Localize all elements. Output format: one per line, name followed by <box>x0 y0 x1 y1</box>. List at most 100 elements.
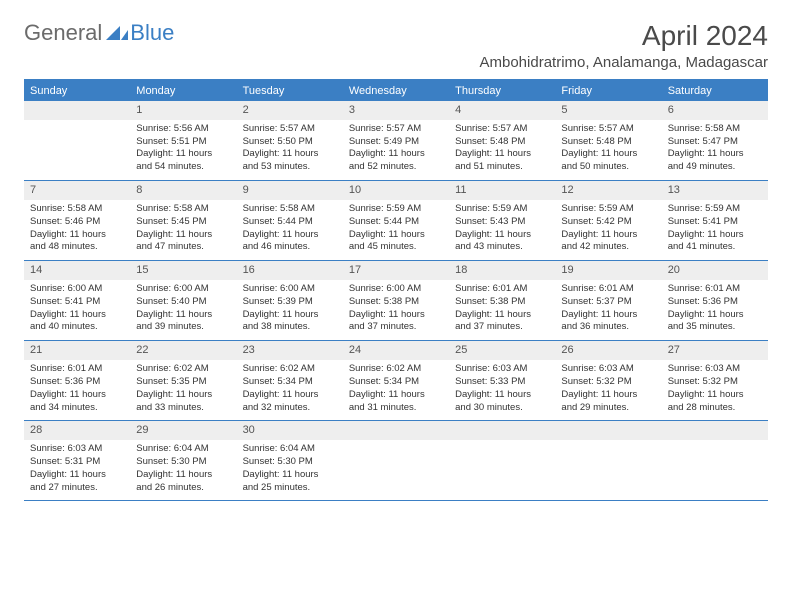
day-header: Wednesday <box>343 81 449 101</box>
day-number: 25 <box>449 341 555 360</box>
day-number <box>555 421 661 440</box>
day-header: Friday <box>555 81 661 101</box>
day-number: 21 <box>24 341 130 360</box>
day-cell: 7Sunrise: 5:58 AMSunset: 5:46 PMDaylight… <box>24 181 130 260</box>
week-row: 1Sunrise: 5:56 AMSunset: 5:51 PMDaylight… <box>24 101 768 181</box>
day-number: 4 <box>449 101 555 120</box>
day-cell: 9Sunrise: 5:58 AMSunset: 5:44 PMDaylight… <box>237 181 343 260</box>
day-cell: 29Sunrise: 6:04 AMSunset: 5:30 PMDayligh… <box>130 421 236 500</box>
day-number <box>24 101 130 120</box>
day-cell: 24Sunrise: 6:02 AMSunset: 5:34 PMDayligh… <box>343 341 449 420</box>
day-cell: 16Sunrise: 6:00 AMSunset: 5:39 PMDayligh… <box>237 261 343 340</box>
day-content: Sunrise: 5:59 AMSunset: 5:44 PMDaylight:… <box>343 200 449 260</box>
day-cell: 1Sunrise: 5:56 AMSunset: 5:51 PMDaylight… <box>130 101 236 180</box>
day-content: Sunrise: 6:04 AMSunset: 5:30 PMDaylight:… <box>130 440 236 500</box>
day-cell: 18Sunrise: 6:01 AMSunset: 5:38 PMDayligh… <box>449 261 555 340</box>
day-cell: 14Sunrise: 6:00 AMSunset: 5:41 PMDayligh… <box>24 261 130 340</box>
day-cell: 13Sunrise: 5:59 AMSunset: 5:41 PMDayligh… <box>662 181 768 260</box>
day-number: 6 <box>662 101 768 120</box>
day-content: Sunrise: 6:02 AMSunset: 5:34 PMDaylight:… <box>343 360 449 420</box>
day-number: 30 <box>237 421 343 440</box>
day-cell <box>343 421 449 500</box>
day-content: Sunrise: 6:02 AMSunset: 5:34 PMDaylight:… <box>237 360 343 420</box>
day-content: Sunrise: 6:00 AMSunset: 5:41 PMDaylight:… <box>24 280 130 340</box>
day-content: Sunrise: 5:58 AMSunset: 5:44 PMDaylight:… <box>237 200 343 260</box>
day-header: Sunday <box>24 81 130 101</box>
day-content: Sunrise: 5:57 AMSunset: 5:49 PMDaylight:… <box>343 120 449 180</box>
day-content: Sunrise: 6:01 AMSunset: 5:36 PMDaylight:… <box>24 360 130 420</box>
day-content: Sunrise: 6:02 AMSunset: 5:35 PMDaylight:… <box>130 360 236 420</box>
day-content: Sunrise: 6:01 AMSunset: 5:38 PMDaylight:… <box>449 280 555 340</box>
day-number: 15 <box>130 261 236 280</box>
day-number <box>662 421 768 440</box>
day-cell: 19Sunrise: 6:01 AMSunset: 5:37 PMDayligh… <box>555 261 661 340</box>
month-title: April 2024 <box>480 20 769 52</box>
day-content: Sunrise: 5:57 AMSunset: 5:48 PMDaylight:… <box>555 120 661 180</box>
day-content: Sunrise: 6:04 AMSunset: 5:30 PMDaylight:… <box>237 440 343 500</box>
day-number: 10 <box>343 181 449 200</box>
day-cell: 28Sunrise: 6:03 AMSunset: 5:31 PMDayligh… <box>24 421 130 500</box>
location-text: Ambohidratrimo, Analamanga, Madagascar <box>480 54 769 71</box>
day-content: Sunrise: 6:00 AMSunset: 5:38 PMDaylight:… <box>343 280 449 340</box>
day-cell <box>449 421 555 500</box>
day-number: 11 <box>449 181 555 200</box>
week-row: 21Sunrise: 6:01 AMSunset: 5:36 PMDayligh… <box>24 341 768 421</box>
logo: General Blue <box>24 20 174 46</box>
day-content: Sunrise: 5:58 AMSunset: 5:46 PMDaylight:… <box>24 200 130 260</box>
calendar: SundayMondayTuesdayWednesdayThursdayFrid… <box>24 79 768 501</box>
day-content: Sunrise: 5:59 AMSunset: 5:41 PMDaylight:… <box>662 200 768 260</box>
day-cell: 27Sunrise: 6:03 AMSunset: 5:32 PMDayligh… <box>662 341 768 420</box>
day-content: Sunrise: 6:01 AMSunset: 5:37 PMDaylight:… <box>555 280 661 340</box>
day-cell: 21Sunrise: 6:01 AMSunset: 5:36 PMDayligh… <box>24 341 130 420</box>
day-cell: 5Sunrise: 5:57 AMSunset: 5:48 PMDaylight… <box>555 101 661 180</box>
day-cell: 17Sunrise: 6:00 AMSunset: 5:38 PMDayligh… <box>343 261 449 340</box>
day-cell: 20Sunrise: 6:01 AMSunset: 5:36 PMDayligh… <box>662 261 768 340</box>
day-number: 23 <box>237 341 343 360</box>
day-content: Sunrise: 5:57 AMSunset: 5:48 PMDaylight:… <box>449 120 555 180</box>
day-number: 9 <box>237 181 343 200</box>
day-number: 17 <box>343 261 449 280</box>
day-number: 19 <box>555 261 661 280</box>
day-cell <box>555 421 661 500</box>
day-content: Sunrise: 5:56 AMSunset: 5:51 PMDaylight:… <box>130 120 236 180</box>
day-cell: 11Sunrise: 5:59 AMSunset: 5:43 PMDayligh… <box>449 181 555 260</box>
day-cell: 8Sunrise: 5:58 AMSunset: 5:45 PMDaylight… <box>130 181 236 260</box>
weeks-container: 1Sunrise: 5:56 AMSunset: 5:51 PMDaylight… <box>24 101 768 501</box>
day-content: Sunrise: 5:59 AMSunset: 5:42 PMDaylight:… <box>555 200 661 260</box>
week-row: 14Sunrise: 6:00 AMSunset: 5:41 PMDayligh… <box>24 261 768 341</box>
day-header: Thursday <box>449 81 555 101</box>
day-header: Tuesday <box>237 81 343 101</box>
logo-text-2: Blue <box>130 20 174 46</box>
day-header: Monday <box>130 81 236 101</box>
day-cell: 22Sunrise: 6:02 AMSunset: 5:35 PMDayligh… <box>130 341 236 420</box>
day-number: 2 <box>237 101 343 120</box>
day-content: Sunrise: 5:58 AMSunset: 5:47 PMDaylight:… <box>662 120 768 180</box>
day-content: Sunrise: 6:03 AMSunset: 5:33 PMDaylight:… <box>449 360 555 420</box>
day-number: 3 <box>343 101 449 120</box>
day-number: 8 <box>130 181 236 200</box>
day-number <box>449 421 555 440</box>
day-cell: 10Sunrise: 5:59 AMSunset: 5:44 PMDayligh… <box>343 181 449 260</box>
day-cell: 30Sunrise: 6:04 AMSunset: 5:30 PMDayligh… <box>237 421 343 500</box>
day-number: 18 <box>449 261 555 280</box>
day-cell: 3Sunrise: 5:57 AMSunset: 5:49 PMDaylight… <box>343 101 449 180</box>
day-content: Sunrise: 5:59 AMSunset: 5:43 PMDaylight:… <box>449 200 555 260</box>
title-block: April 2024 Ambohidratrimo, Analamanga, M… <box>480 20 769 71</box>
day-content: Sunrise: 6:01 AMSunset: 5:36 PMDaylight:… <box>662 280 768 340</box>
day-content: Sunrise: 6:00 AMSunset: 5:40 PMDaylight:… <box>130 280 236 340</box>
day-number: 27 <box>662 341 768 360</box>
day-cell <box>24 101 130 180</box>
week-row: 7Sunrise: 5:58 AMSunset: 5:46 PMDaylight… <box>24 181 768 261</box>
day-content: Sunrise: 6:00 AMSunset: 5:39 PMDaylight:… <box>237 280 343 340</box>
day-number: 7 <box>24 181 130 200</box>
day-content: Sunrise: 6:03 AMSunset: 5:31 PMDaylight:… <box>24 440 130 500</box>
day-number: 24 <box>343 341 449 360</box>
logo-triangle-icon <box>106 26 128 40</box>
day-cell: 2Sunrise: 5:57 AMSunset: 5:50 PMDaylight… <box>237 101 343 180</box>
day-cell: 4Sunrise: 5:57 AMSunset: 5:48 PMDaylight… <box>449 101 555 180</box>
day-content: Sunrise: 5:57 AMSunset: 5:50 PMDaylight:… <box>237 120 343 180</box>
day-number: 1 <box>130 101 236 120</box>
day-number: 12 <box>555 181 661 200</box>
day-header-row: SundayMondayTuesdayWednesdayThursdayFrid… <box>24 81 768 101</box>
day-cell: 26Sunrise: 6:03 AMSunset: 5:32 PMDayligh… <box>555 341 661 420</box>
